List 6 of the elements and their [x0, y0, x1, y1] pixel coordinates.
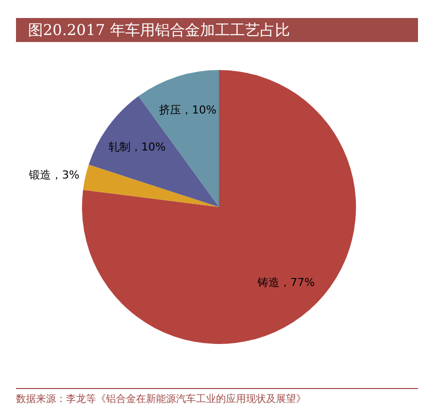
slice-label: 铸造，77%	[256, 276, 315, 289]
source-note: 数据来源：李龙等《铝合金在新能源汽车工业的应用现状及展望》	[16, 388, 418, 406]
slice-label: 轧制，10%	[108, 140, 166, 154]
chart-title: 图20.2017 年车用铝合金加工工艺占比	[16, 18, 418, 42]
slice-label: 挤压，10%	[158, 103, 216, 116]
slice-label: 锻造，3%	[28, 168, 80, 182]
